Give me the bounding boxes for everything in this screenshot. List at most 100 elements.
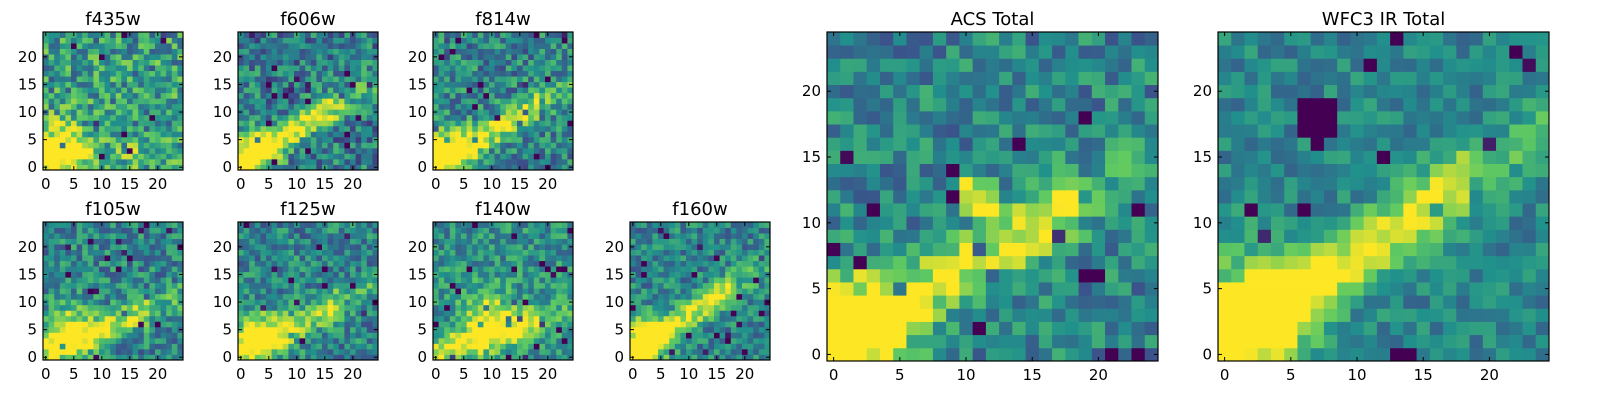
heatmap-cell — [1131, 308, 1146, 322]
heatmap-cell — [438, 43, 445, 49]
heatmap-cell — [528, 282, 535, 289]
heatmap-cell — [999, 229, 1013, 243]
heatmap-cell — [472, 131, 479, 138]
heatmap-cell — [260, 255, 267, 262]
heatmap-cell — [277, 87, 284, 94]
heatmap-cell — [635, 282, 642, 289]
heatmap-cell — [177, 304, 184, 311]
heatmap-cell — [361, 299, 368, 306]
heatmap-cell — [99, 158, 105, 165]
heatmap-cell — [93, 304, 100, 311]
heatmap-cell — [54, 332, 61, 339]
heatmap-cell — [316, 109, 323, 116]
heatmap-cell — [528, 109, 535, 116]
heatmap-cell — [505, 59, 512, 66]
heatmap-cell — [71, 158, 77, 165]
heatmap-cell — [271, 288, 278, 295]
heatmap-cell — [171, 153, 178, 160]
heatmap-cell — [260, 304, 267, 311]
heatmap-cell — [48, 48, 55, 55]
heatmap-cell — [149, 142, 156, 149]
heatmap-cell — [361, 147, 368, 154]
heatmap-cell — [449, 310, 456, 317]
heatmap-cell — [477, 54, 484, 60]
heatmap-cell — [82, 32, 89, 38]
heatmap-cell — [511, 87, 518, 94]
heatmap-cell — [171, 288, 178, 295]
heatmap-cell — [545, 244, 551, 250]
heatmap-cell — [1131, 295, 1146, 309]
heatmap-cell — [48, 343, 55, 350]
heatmap-cell — [249, 238, 256, 245]
heatmap-cell — [177, 343, 184, 350]
heatmap-cell — [82, 315, 89, 322]
heatmap-cell — [82, 158, 89, 165]
heatmap-cell — [866, 242, 881, 257]
heatmap-cell — [160, 255, 167, 262]
heatmap-cell — [669, 326, 676, 333]
heatmap-cell — [322, 136, 328, 143]
heatmap-cell — [104, 337, 111, 344]
heatmap-cell — [282, 304, 289, 311]
heatmap-cell — [294, 87, 300, 94]
heatmap-cell — [294, 315, 300, 322]
heatmap-cell — [294, 70, 300, 77]
heatmap-cell — [528, 315, 535, 322]
heatmap-cell — [561, 65, 568, 72]
heatmap-cell — [115, 48, 122, 55]
heatmap-cell — [764, 343, 771, 350]
heatmap-cell — [985, 189, 1000, 204]
heatmap-cell — [65, 233, 72, 239]
heatmap-cell — [919, 347, 934, 362]
heatmap-cell — [764, 277, 771, 284]
heatmap-cell — [338, 277, 345, 284]
heatmap-cell — [366, 326, 373, 333]
heatmap-cell — [110, 147, 117, 154]
heatmap-cell — [517, 70, 523, 77]
heatmap-cell — [906, 189, 921, 204]
heatmap-cell — [658, 326, 664, 333]
heatmap-cell — [517, 131, 523, 138]
heatmap-cell — [166, 332, 173, 339]
heatmap-cell — [528, 120, 535, 127]
heatmap-cell — [238, 332, 244, 339]
heatmap-cell — [171, 120, 178, 127]
heatmap-cell — [260, 153, 267, 160]
heatmap-cell — [472, 337, 479, 344]
heatmap-cell — [282, 266, 289, 273]
heatmap-cell — [556, 255, 563, 262]
heatmap-cell — [76, 227, 83, 234]
heatmap-cell — [87, 43, 94, 49]
heatmap-cell — [714, 288, 720, 295]
heatmap-cell — [260, 81, 267, 88]
heatmap-cell — [327, 233, 334, 239]
y-tick-label: 0 — [614, 348, 624, 366]
heatmap-cell — [742, 332, 748, 339]
heatmap-cell — [528, 343, 535, 350]
heatmap-cell — [691, 222, 698, 228]
heatmap-cell — [99, 310, 105, 317]
heatmap-cell — [121, 147, 128, 154]
heatmap-cell — [238, 277, 244, 284]
heatmap-cell — [466, 103, 473, 110]
heatmap-cell — [93, 37, 100, 44]
heatmap-cell — [132, 136, 139, 143]
heatmap-cell — [522, 343, 529, 350]
heatmap-cell — [260, 37, 267, 44]
heatmap-cell — [76, 103, 83, 110]
heatmap-cell — [238, 321, 244, 328]
heatmap-cell — [556, 114, 563, 121]
heatmap-cell — [43, 120, 49, 127]
heatmap-cell — [483, 153, 490, 160]
heatmap-cell — [461, 310, 467, 317]
heatmap-cell — [316, 227, 323, 234]
heatmap-cell — [972, 347, 987, 362]
heatmap-cell — [1012, 295, 1026, 309]
heatmap-cell — [350, 348, 356, 355]
heatmap-cell — [87, 227, 94, 234]
heatmap-cell — [43, 233, 49, 239]
heatmap-cell — [999, 308, 1013, 322]
heatmap-cell — [322, 153, 328, 160]
heatmap-cell — [344, 59, 351, 66]
heatmap-cell — [433, 87, 439, 94]
